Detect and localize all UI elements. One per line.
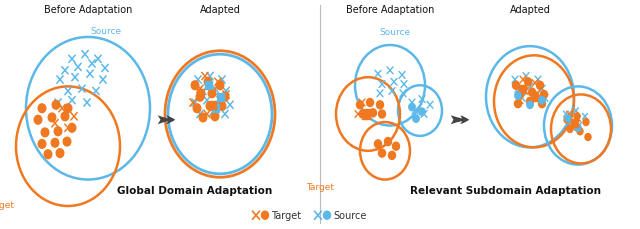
Circle shape xyxy=(565,116,571,123)
Circle shape xyxy=(68,124,76,133)
Circle shape xyxy=(34,116,42,125)
Circle shape xyxy=(376,101,383,109)
Circle shape xyxy=(527,98,534,106)
Text: Before Adaptation: Before Adaptation xyxy=(346,5,434,14)
Text: Source: Source xyxy=(333,210,366,220)
Circle shape xyxy=(575,125,581,132)
Text: Global Domain Adaptation: Global Domain Adaptation xyxy=(117,185,273,195)
Circle shape xyxy=(525,78,531,86)
Circle shape xyxy=(564,117,570,124)
Circle shape xyxy=(413,115,419,123)
Circle shape xyxy=(323,211,330,219)
Circle shape xyxy=(516,91,524,99)
Circle shape xyxy=(515,93,521,100)
Circle shape xyxy=(191,82,199,90)
Circle shape xyxy=(208,90,216,98)
Bar xyxy=(205,82,211,90)
Text: Adapted: Adapted xyxy=(509,5,550,14)
Circle shape xyxy=(367,99,374,107)
Bar xyxy=(362,110,370,119)
Text: Adapted: Adapted xyxy=(200,5,241,14)
Circle shape xyxy=(38,104,46,113)
Text: Target: Target xyxy=(271,210,301,220)
Circle shape xyxy=(388,152,396,160)
Bar xyxy=(196,90,204,98)
Text: Target: Target xyxy=(0,200,14,209)
Circle shape xyxy=(196,93,204,102)
Circle shape xyxy=(567,126,573,133)
Circle shape xyxy=(538,100,545,108)
Circle shape xyxy=(51,139,59,147)
Bar xyxy=(570,120,577,128)
Circle shape xyxy=(218,102,226,111)
Circle shape xyxy=(54,127,62,136)
Circle shape xyxy=(529,89,536,97)
Circle shape xyxy=(193,104,201,113)
Circle shape xyxy=(211,112,219,121)
Circle shape xyxy=(392,142,399,151)
Circle shape xyxy=(369,109,376,117)
Circle shape xyxy=(204,78,212,87)
Circle shape xyxy=(356,101,364,109)
Circle shape xyxy=(41,128,49,137)
Circle shape xyxy=(419,109,425,116)
Circle shape xyxy=(409,104,415,111)
Circle shape xyxy=(515,100,522,108)
Circle shape xyxy=(378,110,385,119)
Circle shape xyxy=(536,82,543,90)
Bar xyxy=(518,85,525,93)
Circle shape xyxy=(378,149,385,158)
Circle shape xyxy=(527,102,533,109)
Circle shape xyxy=(216,82,224,90)
Circle shape xyxy=(374,140,381,148)
Circle shape xyxy=(52,101,60,110)
Circle shape xyxy=(585,134,591,141)
Text: Target: Target xyxy=(306,182,334,191)
Circle shape xyxy=(541,91,547,99)
Circle shape xyxy=(48,114,56,122)
Circle shape xyxy=(577,128,583,135)
Bar xyxy=(216,93,223,101)
Bar xyxy=(209,101,216,109)
Text: Before Adaptation: Before Adaptation xyxy=(44,5,132,14)
Circle shape xyxy=(574,113,580,120)
Circle shape xyxy=(583,119,589,126)
Text: Source: Source xyxy=(380,28,411,37)
Circle shape xyxy=(64,104,72,113)
Circle shape xyxy=(513,82,520,90)
Circle shape xyxy=(539,97,545,104)
Bar xyxy=(531,93,538,101)
Circle shape xyxy=(38,140,46,149)
Circle shape xyxy=(61,112,69,121)
Circle shape xyxy=(56,149,64,158)
Circle shape xyxy=(221,93,229,102)
Text: Relevant Subdomain Adaptation: Relevant Subdomain Adaptation xyxy=(410,185,600,195)
Circle shape xyxy=(385,138,392,146)
Circle shape xyxy=(44,150,52,159)
Text: Source: Source xyxy=(90,27,122,35)
Bar xyxy=(211,105,218,113)
Circle shape xyxy=(199,114,207,122)
Circle shape xyxy=(206,102,214,111)
Circle shape xyxy=(360,110,367,119)
Circle shape xyxy=(262,211,269,219)
Circle shape xyxy=(63,138,71,146)
